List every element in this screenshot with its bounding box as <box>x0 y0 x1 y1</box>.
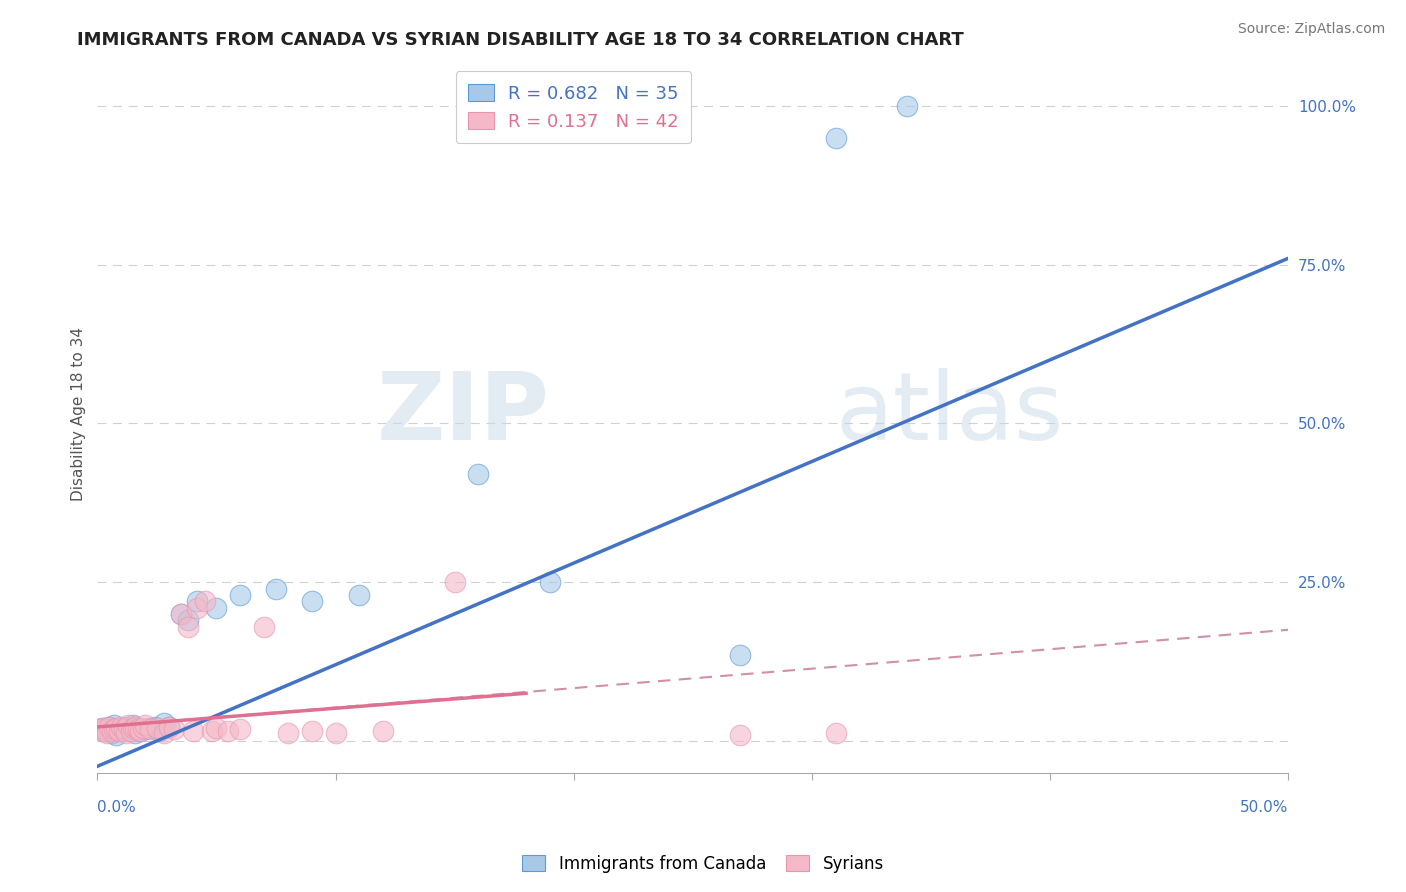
Point <box>253 619 276 633</box>
Point <box>730 728 752 742</box>
Point <box>100 724 122 739</box>
Point <box>93 721 115 735</box>
Point <box>91 724 114 739</box>
Point <box>115 726 138 740</box>
Point <box>467 467 489 482</box>
Point <box>186 594 208 608</box>
Point <box>124 726 146 740</box>
Point <box>824 726 846 740</box>
Point <box>110 723 132 737</box>
Point <box>229 588 252 602</box>
Point <box>127 721 149 735</box>
Point <box>205 721 228 735</box>
Point <box>217 724 239 739</box>
Point <box>134 718 156 732</box>
Point <box>124 720 146 734</box>
Point <box>110 720 132 734</box>
Point <box>153 726 176 740</box>
Point <box>98 720 121 734</box>
Point <box>730 648 752 663</box>
Point <box>157 720 180 734</box>
Point <box>105 728 128 742</box>
Legend: R = 0.682   N = 35, R = 0.137   N = 42: R = 0.682 N = 35, R = 0.137 N = 42 <box>456 71 692 144</box>
Point <box>103 718 125 732</box>
Point <box>89 723 111 737</box>
Point <box>373 724 395 739</box>
Point <box>153 716 176 731</box>
Point <box>103 723 125 737</box>
Point <box>896 99 918 113</box>
Point <box>107 724 129 739</box>
Text: atlas: atlas <box>835 368 1064 460</box>
Point <box>349 588 371 602</box>
Point <box>146 721 169 735</box>
Text: Source: ZipAtlas.com: Source: ZipAtlas.com <box>1237 22 1385 37</box>
Text: IMMIGRANTS FROM CANADA VS SYRIAN DISABILITY AGE 18 TO 34 CORRELATION CHART: IMMIGRANTS FROM CANADA VS SYRIAN DISABIL… <box>77 31 965 49</box>
Legend: Immigrants from Canada, Syrians: Immigrants from Canada, Syrians <box>516 848 890 880</box>
Point <box>100 726 122 740</box>
Point <box>112 721 135 735</box>
Point <box>139 723 162 737</box>
Point <box>96 726 118 740</box>
Point <box>264 582 287 596</box>
Point <box>538 575 561 590</box>
Point <box>143 720 166 734</box>
Point <box>112 723 135 737</box>
Point <box>824 130 846 145</box>
Point <box>325 726 347 740</box>
Point <box>170 607 193 621</box>
Point <box>301 724 323 739</box>
Point <box>127 723 149 737</box>
Point <box>117 720 139 734</box>
Text: ZIP: ZIP <box>377 368 550 460</box>
Point <box>134 723 156 737</box>
Point <box>93 724 115 739</box>
Point <box>122 721 145 735</box>
Point <box>157 720 180 734</box>
Point <box>201 724 224 739</box>
Point <box>91 721 114 735</box>
Point <box>139 721 162 735</box>
Point <box>96 723 118 737</box>
Y-axis label: Disability Age 18 to 34: Disability Age 18 to 34 <box>72 326 86 501</box>
Point <box>105 721 128 735</box>
Point <box>229 723 252 737</box>
Point <box>170 607 193 621</box>
Point <box>162 723 184 737</box>
Point <box>117 718 139 732</box>
Point <box>131 721 153 735</box>
Point <box>177 613 200 627</box>
Text: 50.0%: 50.0% <box>1240 799 1288 814</box>
Point <box>129 724 152 739</box>
Point <box>148 724 170 739</box>
Point <box>181 724 204 739</box>
Point <box>193 594 215 608</box>
Point <box>443 575 465 590</box>
Point <box>205 600 228 615</box>
Point <box>120 723 142 737</box>
Point <box>301 594 323 608</box>
Point <box>129 724 152 739</box>
Point <box>277 726 299 740</box>
Point <box>115 724 138 739</box>
Point <box>177 619 200 633</box>
Point <box>98 720 121 734</box>
Text: 0.0%: 0.0% <box>97 799 136 814</box>
Point <box>120 724 142 739</box>
Point <box>122 718 145 732</box>
Point <box>186 600 208 615</box>
